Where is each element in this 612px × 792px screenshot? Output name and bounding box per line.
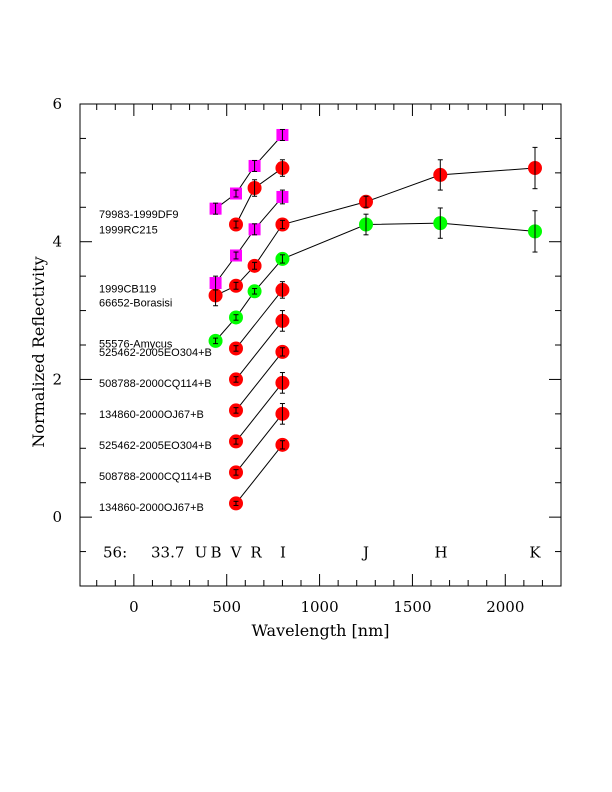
y-tick-label: 0	[52, 508, 62, 526]
series-layer	[208, 128, 542, 511]
series-line	[235, 444, 283, 504]
series-group	[229, 344, 290, 418]
series-name-label: 66652-Borasisi	[99, 297, 172, 309]
series-line	[215, 167, 536, 296]
series-group	[229, 403, 290, 480]
x-tick-label: 500	[212, 598, 241, 616]
series-name-label: 79983-1999DF9	[99, 209, 179, 221]
series-name-label: 508788-2000CQ114+B	[99, 471, 212, 483]
band-h-label: H	[434, 544, 447, 562]
series-line	[215, 222, 536, 342]
series-group	[229, 437, 290, 511]
series-name-label: 525462-2005EO304+B	[99, 347, 212, 359]
series-name-label: 508788-2000CQ114+B	[99, 378, 212, 390]
series-name-label: 525462-2005EO304+B	[99, 440, 212, 452]
band-i-label: I	[280, 544, 286, 562]
band-k-label: K	[529, 544, 541, 562]
axis-tick-labels: 0 500 1000 1500 2000 0 2 4 6	[52, 95, 524, 616]
band-j-label: J	[361, 544, 369, 562]
series-name-label: 134860-2000OJ67+B	[99, 409, 204, 421]
series-line	[215, 134, 283, 210]
x-tick-label: 1000	[300, 598, 338, 616]
series-line	[235, 413, 283, 473]
x-tick-label: 2000	[486, 598, 524, 616]
axis-ticks	[80, 103, 561, 587]
series-name-label: 55576-Amycus	[99, 339, 173, 351]
y-tick-label: 6	[52, 95, 62, 113]
series-line	[235, 167, 283, 225]
object-value-label: 33.7	[151, 544, 184, 562]
series-name-label: 1999RC215	[99, 224, 158, 236]
y-tick-label: 2	[52, 370, 62, 388]
series-group	[229, 281, 290, 356]
series-group	[208, 207, 542, 348]
band-u-label: U	[195, 544, 208, 562]
series-line	[235, 382, 283, 442]
x-tick-label: 1500	[393, 598, 431, 616]
series-group	[209, 128, 289, 215]
series-group	[209, 189, 289, 291]
series-line	[235, 320, 283, 380]
series-labels: 134860-2000OJ67+B 508788-2000CQ114+B 52546…	[99, 209, 212, 514]
series-name-label: 134860-2000OJ67+B	[99, 502, 204, 514]
series-line	[215, 196, 283, 284]
series-group	[208, 146, 542, 307]
band-b-label: B	[210, 544, 221, 562]
band-annotation: 56: 33.7 U B V R I J H K	[103, 544, 541, 562]
band-v-label: V	[230, 544, 243, 562]
y-tick-label: 4	[52, 233, 62, 251]
y-axis-title: Normalized Reflectivity	[29, 256, 48, 447]
object-id-label: 56:	[103, 544, 127, 562]
series-group	[229, 159, 290, 232]
series-line	[235, 289, 283, 349]
band-r-label: R	[250, 544, 262, 562]
x-tick-label: 0	[129, 598, 139, 616]
series-group	[229, 372, 290, 449]
series-group	[229, 310, 290, 387]
series-name-label: 1999CB119	[99, 284, 156, 296]
x-axis-title: Wavelength [nm]	[251, 621, 389, 640]
series-line	[235, 351, 283, 411]
